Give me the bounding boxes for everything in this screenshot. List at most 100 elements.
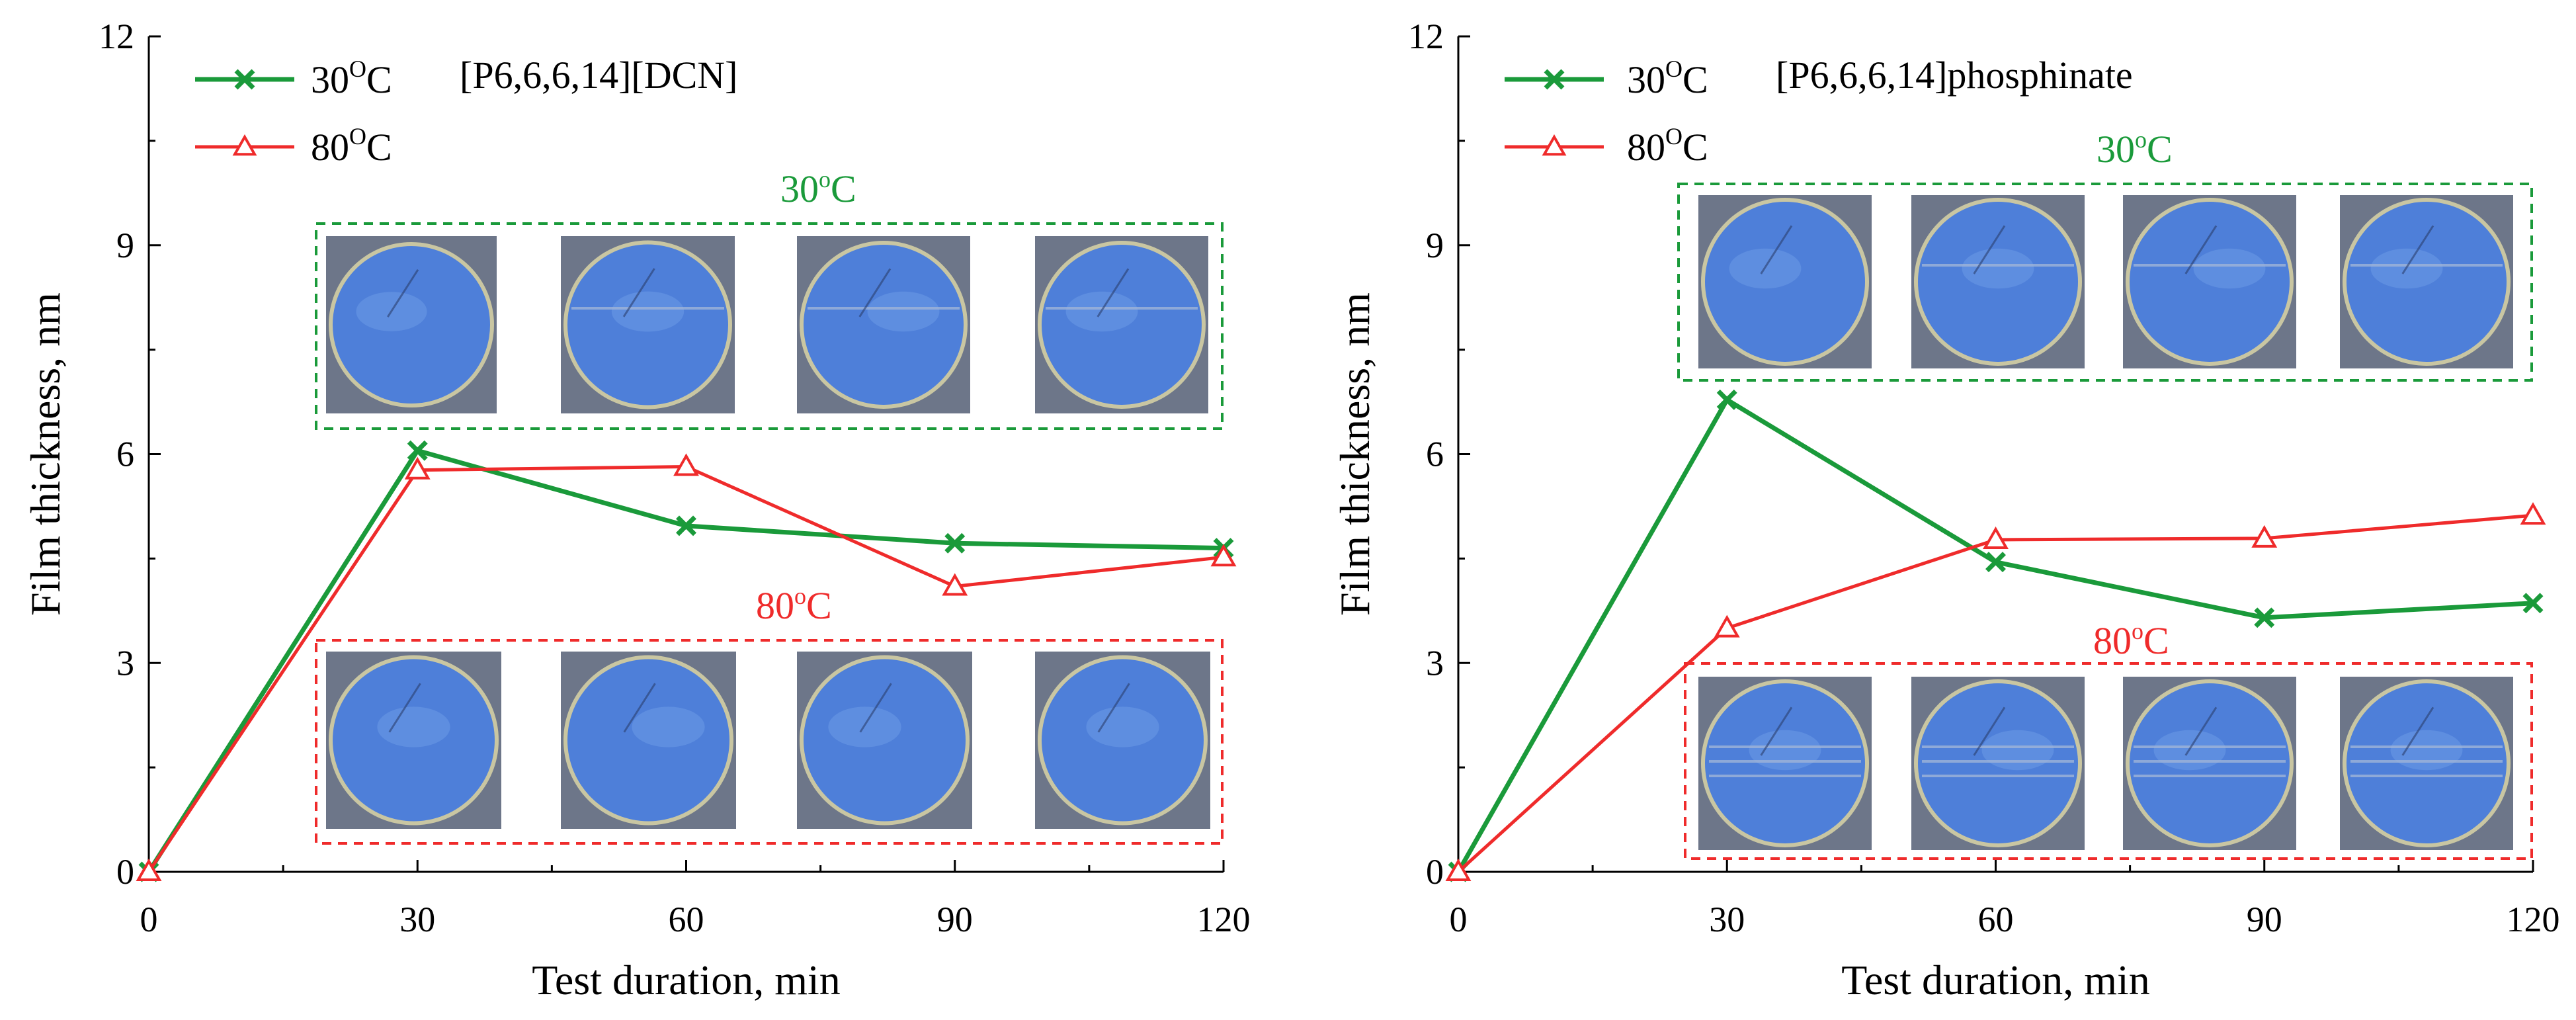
inset-label: 30oC bbox=[780, 166, 856, 210]
inset-scratch bbox=[1760, 225, 1793, 275]
data-point bbox=[673, 453, 699, 476]
inset-scratch bbox=[622, 268, 655, 318]
triangle-marker bbox=[404, 456, 431, 480]
data-point bbox=[2520, 502, 2546, 525]
y-tick-label: 0 bbox=[116, 852, 134, 892]
inset-disc-highlight bbox=[1962, 248, 2034, 289]
inset-scratch bbox=[1097, 683, 1130, 733]
inset-label-sup: o bbox=[819, 166, 831, 192]
data-point bbox=[2522, 593, 2544, 614]
data-point bbox=[136, 858, 162, 881]
data-point bbox=[1210, 544, 1237, 567]
y-tick-label: 9 bbox=[116, 226, 134, 265]
inset-label-unit: C bbox=[806, 584, 832, 627]
y-tick-label: 3 bbox=[116, 643, 134, 683]
data-point bbox=[1983, 526, 2009, 549]
inset-label-value: 80 bbox=[756, 584, 794, 627]
triangle-marker bbox=[2520, 502, 2546, 525]
inset-border bbox=[1684, 662, 2533, 860]
inset-disc-highlight bbox=[1749, 730, 1821, 771]
legend-label-sup: O bbox=[349, 123, 366, 149]
inset-scratch bbox=[858, 268, 892, 318]
legend-label: 80OC bbox=[1627, 123, 1708, 169]
inset-scratch bbox=[1097, 268, 1130, 318]
inset-label: 80oC bbox=[756, 583, 832, 627]
x-tick-label: 120 bbox=[2507, 900, 2560, 939]
inset-disc-highlight bbox=[611, 291, 685, 332]
inset-disc-highlight bbox=[1981, 730, 2054, 771]
inset-scratch bbox=[623, 683, 656, 733]
data-point bbox=[944, 532, 966, 554]
triangle-marker bbox=[1714, 615, 1740, 638]
inset-label-value: 80 bbox=[2093, 619, 2132, 662]
triangle-marker bbox=[942, 573, 968, 596]
data-point bbox=[1445, 858, 1472, 881]
x-tick-label: 0 bbox=[1450, 900, 1468, 939]
y-tick-label: 12 bbox=[99, 17, 134, 56]
inset-label-value: 30 bbox=[2097, 128, 2135, 171]
legend-label-unit: C bbox=[366, 58, 392, 101]
x-tick-label: 120 bbox=[1197, 900, 1251, 939]
inset-scratch bbox=[2184, 225, 2218, 275]
triangle-marker bbox=[1445, 858, 1472, 881]
inset-border bbox=[1677, 183, 2533, 382]
y-axis-title: Film thickness, nm bbox=[1331, 292, 1378, 616]
inset-scratch bbox=[2401, 225, 2434, 275]
inset-label-sup: o bbox=[2132, 618, 2143, 644]
legend-label-value: 30 bbox=[311, 58, 349, 101]
triangle-marker bbox=[1210, 544, 1237, 567]
legend-label: 30OC bbox=[1627, 56, 1708, 101]
x-marker-stroke bbox=[2254, 607, 2275, 628]
inset-label-sup: o bbox=[2135, 126, 2147, 153]
data-point bbox=[2251, 525, 2278, 548]
y-tick-label: 3 bbox=[1426, 643, 1444, 683]
x-marker-stroke bbox=[234, 69, 255, 90]
legend-label-value: 80 bbox=[311, 126, 349, 169]
inset-disc-highlight bbox=[377, 706, 450, 747]
x-tick-label: 30 bbox=[1709, 900, 1745, 939]
inset-disc-highlight bbox=[2193, 248, 2266, 289]
inset-group-80: 80oC bbox=[1684, 618, 2533, 860]
x-axis-title: Test duration, min bbox=[532, 956, 841, 1003]
x-marker-stroke bbox=[2522, 593, 2544, 614]
x-marker-stroke bbox=[1985, 552, 2006, 573]
x-tick-label: 90 bbox=[937, 900, 973, 939]
inset-disc-highlight bbox=[867, 291, 940, 332]
y-tick-label: 0 bbox=[1426, 852, 1444, 892]
inset-label-value: 30 bbox=[780, 167, 819, 210]
inset-disc-highlight bbox=[632, 706, 705, 747]
data-point bbox=[404, 456, 431, 480]
legend-item-80C: 80OC bbox=[1505, 123, 1708, 169]
inset-scratch bbox=[859, 683, 892, 733]
inset-disc-highlight bbox=[2390, 730, 2463, 771]
legend-label-value: 30 bbox=[1627, 58, 1665, 101]
legend-label-sup: O bbox=[1665, 123, 1683, 149]
inset-disc-highlight bbox=[1086, 706, 1159, 747]
triangle-marker bbox=[2251, 525, 2278, 548]
x-tick-label: 90 bbox=[2247, 900, 2282, 939]
legend-triangle-marker bbox=[1542, 134, 1567, 156]
legend-label-unit: C bbox=[1683, 58, 1708, 101]
legend-label-sup: O bbox=[349, 56, 366, 82]
x-tick-label: 0 bbox=[140, 900, 158, 939]
y-tick-label: 6 bbox=[1426, 435, 1444, 474]
inset-label: 30oC bbox=[2097, 126, 2173, 171]
x-tick-label: 60 bbox=[1978, 900, 2014, 939]
y-tick-label: 9 bbox=[1426, 226, 1444, 265]
data-point bbox=[1985, 552, 2006, 573]
chart-title: [P6,6,6,14]phosphinate bbox=[1776, 54, 2133, 97]
legend-item-30C: 30OC bbox=[195, 56, 392, 101]
inset-scratch bbox=[1760, 706, 1793, 756]
inset-scratch bbox=[2184, 706, 2218, 756]
inset-group-30: 30oC bbox=[315, 166, 1224, 430]
x-marker-stroke bbox=[1716, 389, 1737, 410]
inset-images: 30oC 80oC bbox=[1677, 126, 2533, 860]
